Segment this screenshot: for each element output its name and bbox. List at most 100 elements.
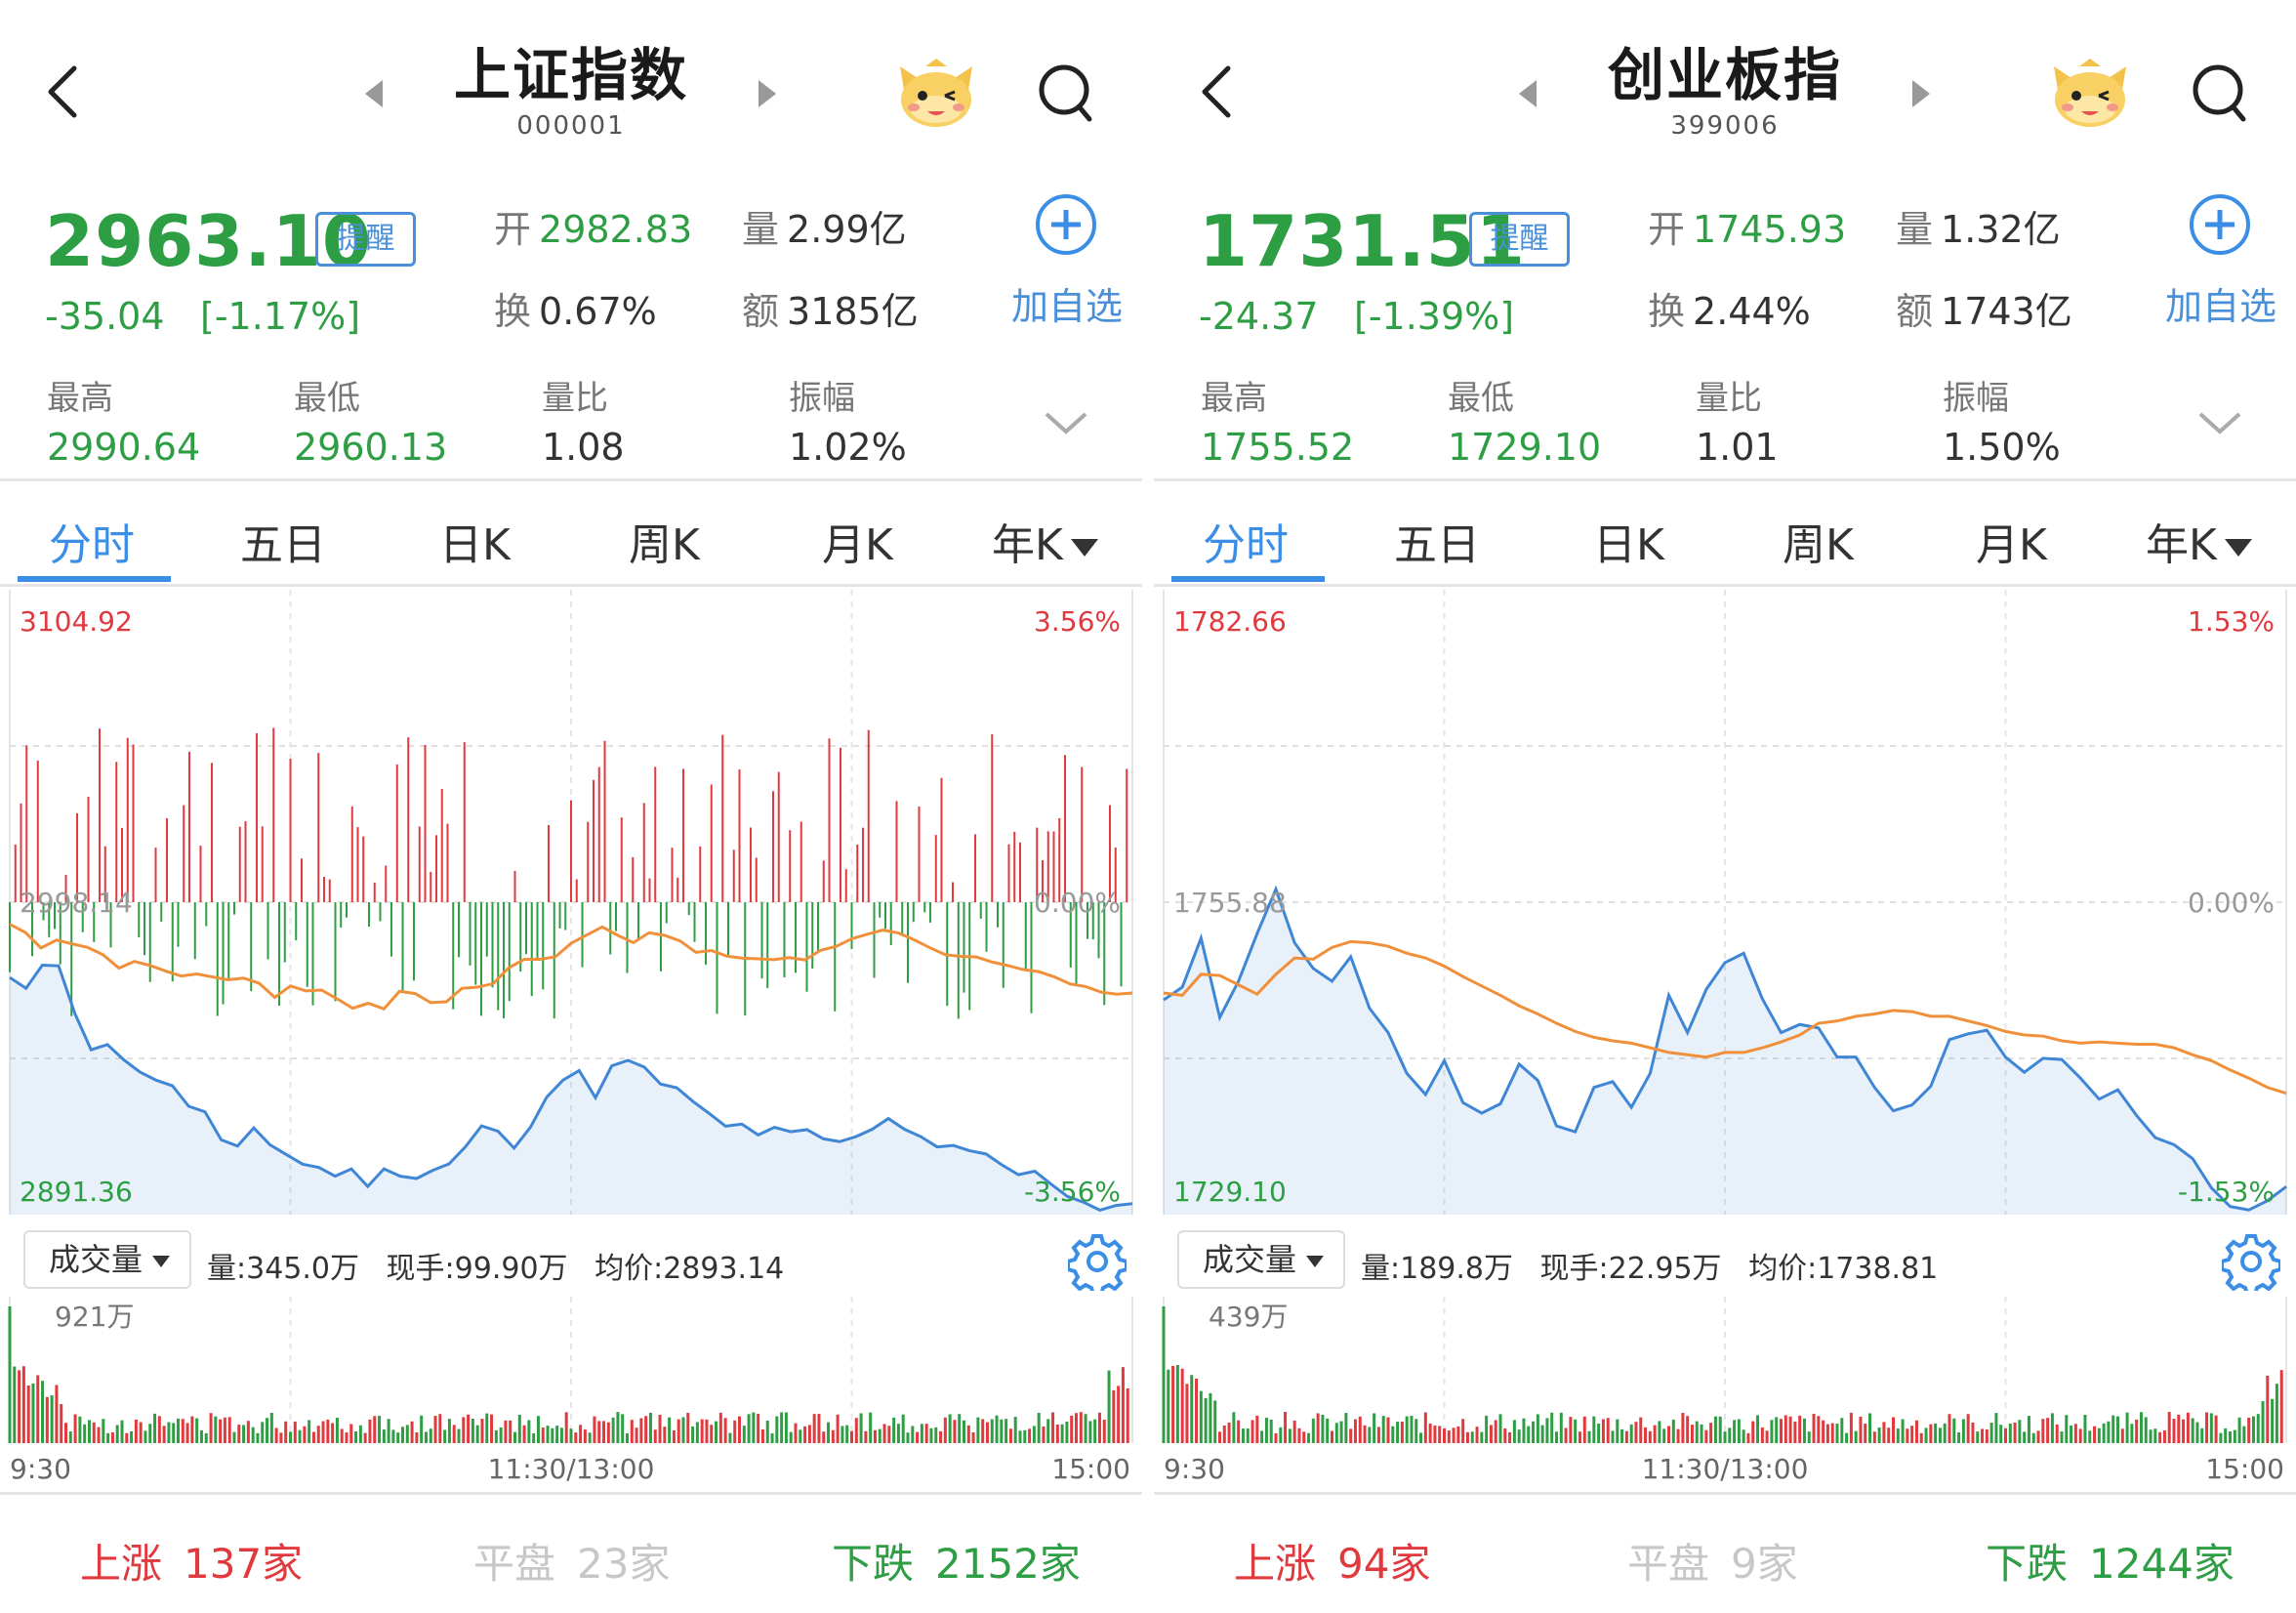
remind-button[interactable]: 提醒 — [315, 212, 416, 267]
index-code: 399006 — [1670, 111, 1780, 141]
volume-field: 量 1.32亿 — [1896, 208, 2061, 251]
avg-price-line — [1163, 939, 2287, 1096]
intraday-price-chart[interactable]: 3104.92 3.56% 2998.14 0.00% 2891.36 -3.56% — [0, 590, 1142, 1224]
add-watchlist-label[interactable]: 加自选 — [1010, 285, 1123, 328]
indicator-dropdown[interactable]: 成交量 — [23, 1230, 191, 1289]
tab-intraday[interactable]: 分时 — [1203, 520, 1289, 570]
index-panel-cyb: 创业板指 399006 1731.51 提醒 -24.37 [-1.39 — [1154, 0, 2296, 1613]
stat-label: 最低 — [294, 379, 360, 418]
divider — [0, 478, 1142, 481]
prev-index-button[interactable] — [1515, 76, 1538, 111]
tab-intraday[interactable]: 分时 — [49, 520, 135, 570]
stat-low: 1729.10 — [1448, 426, 1602, 469]
market-breadth: 上涨 137家 平盘 23家 下跌 2152家 — [0, 1523, 1142, 1592]
volume-chart[interactable]: 921万 9:30 11:30/13:00 15:00 — [0, 1297, 1142, 1502]
tab-weekly-k[interactable]: 周K — [629, 520, 700, 570]
expand-stats-button[interactable] — [1043, 408, 1089, 437]
add-watchlist-button[interactable] — [2187, 191, 2253, 258]
volume-max-label: 921万 — [55, 1301, 134, 1333]
divider — [0, 1492, 1142, 1495]
stat-label: 最高 — [47, 379, 113, 418]
volume-chart-svg: 921万 9:30 11:30/13:00 15:00 — [8, 1297, 1133, 1485]
volume-chart-svg: 439万 9:30 11:30/13:00 15:00 — [1162, 1297, 2287, 1485]
tab-five-day[interactable]: 五日 — [1394, 520, 1480, 570]
avg-price-line — [9, 923, 1133, 1011]
time-end-label: 15:00 — [1051, 1453, 1130, 1485]
add-watchlist-button[interactable] — [1033, 191, 1099, 258]
tab-monthly-k[interactable]: 月K — [822, 520, 893, 570]
volume-avg: 均价:2893.14 — [594, 1252, 785, 1286]
price-change-pct: [-1.39%] — [1354, 295, 1515, 338]
amount-field: 额 3185亿 — [742, 290, 919, 333]
volume-qty: 量:345.0万 — [207, 1252, 359, 1286]
time-mid-label: 11:30/13:00 — [1642, 1453, 1809, 1485]
y-axis-min-label: 1729.10 — [1173, 1176, 1287, 1208]
intraday-price-chart[interactable]: 1782.66 1.53% 1755.88 0.00% 1729.10 -1.53% — [1154, 590, 2296, 1224]
settings-button[interactable] — [1066, 1232, 1128, 1297]
triangle-right-icon — [758, 80, 776, 107]
stat-volume-ratio: 1.01 — [1696, 426, 1779, 469]
add-watchlist-label[interactable]: 加自选 — [2164, 285, 2276, 328]
unchanged: 平盘 23家 — [473, 1540, 671, 1588]
next-index-button[interactable] — [1910, 76, 1934, 111]
triangle-right-icon — [1912, 80, 1930, 107]
divider — [1154, 478, 2296, 481]
volume-toolbar: 成交量 量:189.8万 现手:22.95万 均价:1738.81 — [1154, 1226, 2296, 1297]
indicator-dropdown[interactable]: 成交量 — [1177, 1230, 1345, 1289]
search-button[interactable] — [1037, 62, 1095, 125]
search-icon — [1039, 64, 1092, 122]
price-change-pct: [-1.17%] — [200, 295, 361, 338]
back-button[interactable] — [1197, 62, 1236, 121]
market-breadth: 上涨 94家 平盘 9家 下跌 1244家 — [1154, 1523, 2296, 1592]
tab-daily-k[interactable]: 日K — [439, 520, 511, 570]
expand-stats-button[interactable] — [2196, 408, 2243, 437]
price-change: -35.04 — [45, 295, 165, 338]
back-button[interactable] — [43, 62, 82, 121]
triangle-left-icon — [1519, 80, 1537, 107]
index-title: 上证指数 — [453, 42, 688, 108]
tab-yearly-k[interactable]: 年K — [2146, 510, 2252, 572]
chevron-left-icon — [1202, 65, 1231, 118]
mascot-icon[interactable] — [2050, 57, 2130, 129]
chevron-left-icon — [48, 65, 77, 118]
volume-now: 现手:22.95万 — [1539, 1252, 1722, 1286]
tab-yearly-k[interactable]: 年K — [992, 510, 1098, 572]
remind-button[interactable]: 提醒 — [1469, 212, 1570, 267]
time-mid-label: 11:30/13:00 — [488, 1453, 655, 1485]
volume-toolbar: 成交量 量:345.0万 现手:99.90万 均价:2893.14 — [0, 1226, 1142, 1297]
period-tabs: 分时 五日 日K 周K 月K 年K — [1154, 486, 2296, 584]
tab-daily-k[interactable]: 日K — [1593, 520, 1664, 570]
y-axis-max-pct-label: 3.56% — [1034, 605, 1121, 638]
stat-label: 振幅 — [1943, 379, 2009, 418]
mascot-icon[interactable] — [896, 57, 976, 129]
tab-five-day[interactable]: 五日 — [240, 520, 326, 570]
open-field: 开 1745.93 — [1648, 208, 1847, 251]
search-button[interactable] — [2191, 62, 2249, 125]
index-title: 创业板指 — [1607, 42, 1842, 108]
caret-down-icon — [2224, 539, 2252, 557]
tab-monthly-k[interactable]: 月K — [1976, 520, 2047, 570]
volume-max-label: 439万 — [1209, 1301, 1288, 1333]
volume-chart[interactable]: 439万 9:30 11:30/13:00 15:00 — [1154, 1297, 2296, 1502]
tab-weekly-k[interactable]: 周K — [1783, 520, 1854, 570]
advancers: 上涨 94家 — [1234, 1540, 1431, 1588]
y-axis-mid-label: 2998.14 — [20, 887, 133, 919]
price-chart-svg: 1782.66 1.53% 1755.88 0.00% 1729.10 -1.53% — [1163, 590, 2287, 1215]
chevron-down-icon — [1045, 412, 1087, 434]
stat-high: 1755.52 — [1201, 426, 1355, 469]
stat-label: 振幅 — [789, 379, 855, 418]
price-chart-svg: 3104.92 3.56% 2998.14 0.00% 2891.36 -3.56% — [9, 590, 1133, 1215]
time-end-label: 15:00 — [2205, 1453, 2284, 1485]
price-change: -24.37 — [1199, 295, 1319, 338]
decliners: 下跌 2152家 — [832, 1540, 1081, 1588]
y-axis-mid-label: 1755.88 — [1173, 887, 1287, 919]
plus-circle-icon — [2190, 194, 2250, 255]
next-index-button[interactable] — [757, 76, 780, 111]
y-axis-mid-pct-label: 0.00% — [2188, 887, 2275, 919]
volume-qty: 量:189.8万 — [1361, 1252, 1513, 1286]
settings-button[interactable] — [2220, 1232, 2282, 1297]
prev-index-button[interactable] — [361, 76, 385, 111]
period-tabs: 分时 五日 日K 周K 月K 年K — [0, 486, 1142, 584]
y-axis-min-pct-label: -1.53% — [2178, 1176, 2275, 1208]
price-line — [9, 964, 1133, 1212]
